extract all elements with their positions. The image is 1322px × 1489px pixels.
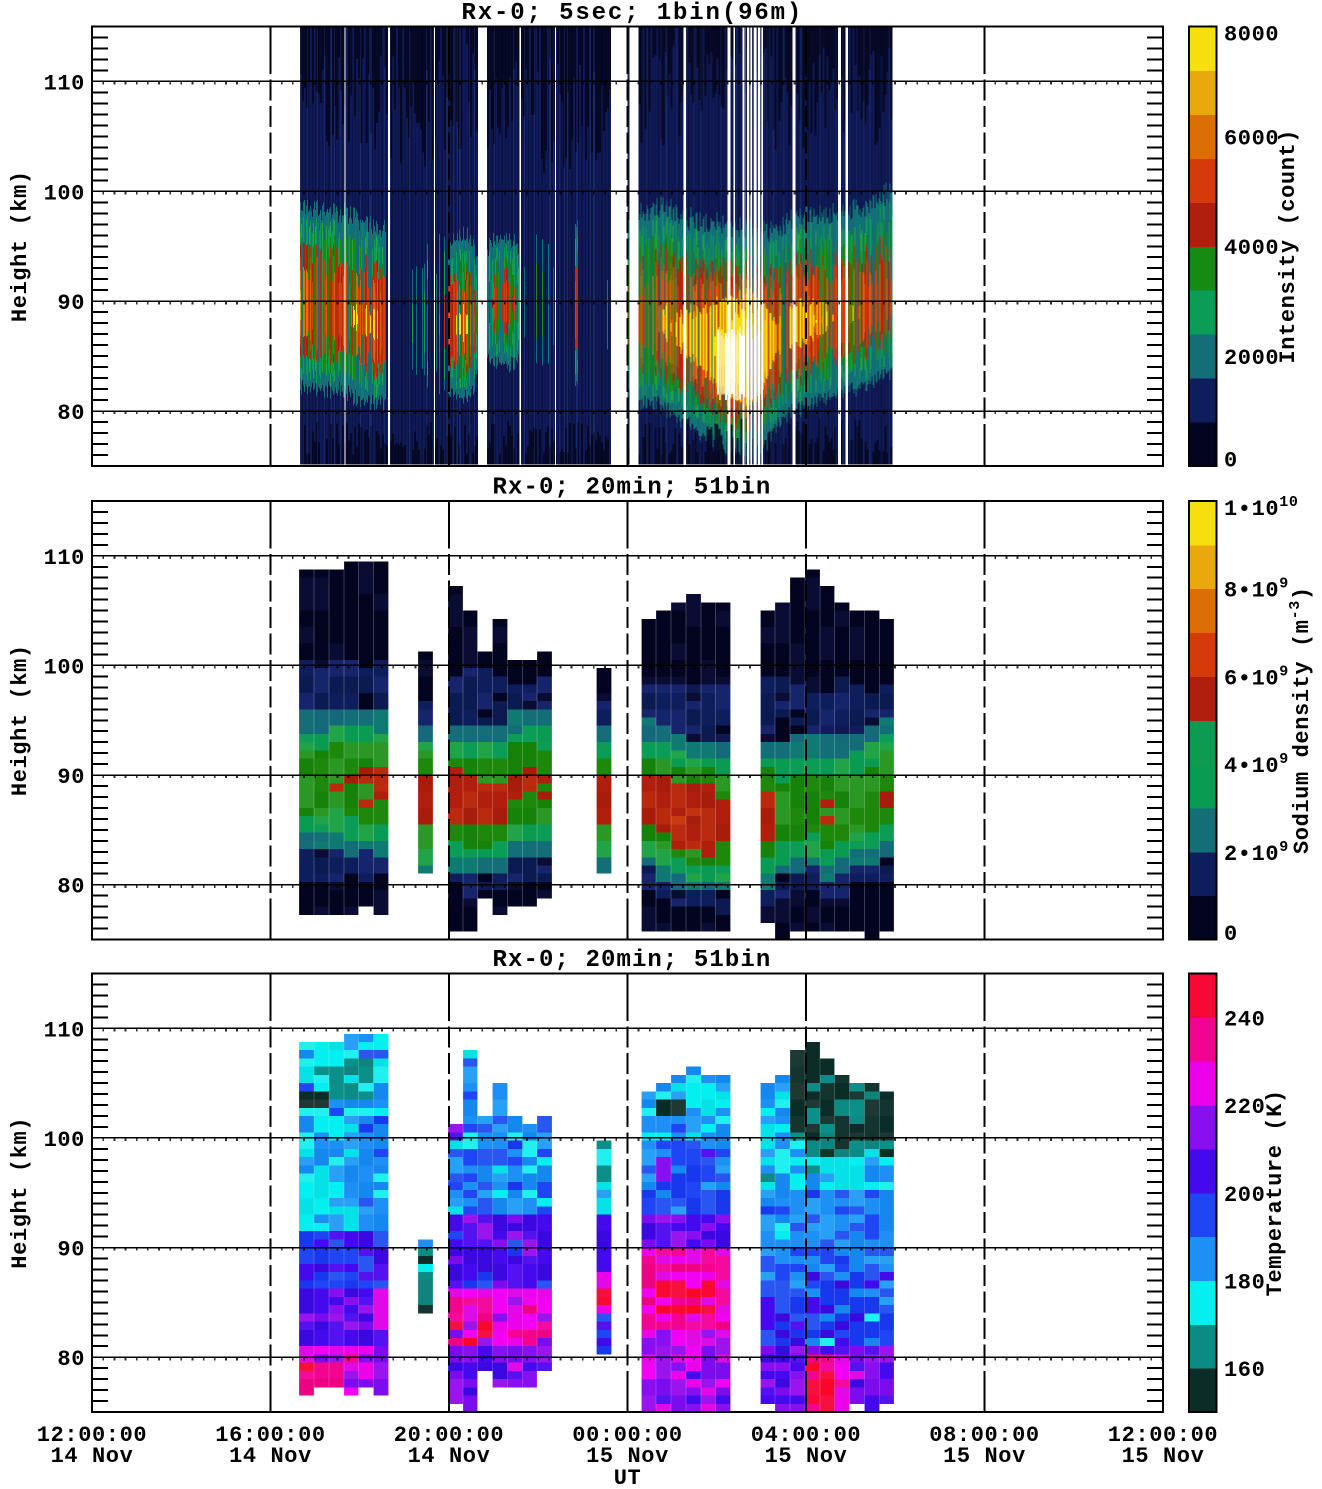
svg-text:0: 0 [1224, 922, 1238, 947]
svg-text:80: 80 [57, 1347, 85, 1372]
svg-text:15 Nov: 15 Nov [586, 1444, 669, 1469]
svg-text:4•109: 4•109 [1224, 751, 1289, 779]
svg-text:16:00:00: 16:00:00 [215, 1423, 325, 1448]
svg-text:110: 110 [44, 1018, 85, 1043]
svg-text:15 Nov: 15 Nov [765, 1444, 848, 1469]
svg-text:90: 90 [57, 1238, 85, 1263]
svg-text:1•1010: 1•1010 [1224, 494, 1298, 522]
svg-text:80: 80 [57, 875, 85, 900]
svg-text:Rx-0; 5sec; 1bin(96m): Rx-0; 5sec; 1bin(96m) [462, 0, 803, 27]
svg-text:160: 160 [1224, 1358, 1265, 1383]
svg-text:14 Nov: 14 Nov [229, 1444, 312, 1469]
svg-text:6•109: 6•109 [1224, 663, 1289, 691]
svg-text:Intensity (count): Intensity (count) [1276, 129, 1301, 364]
svg-text:90: 90 [57, 765, 85, 790]
svg-text:20:00:00: 20:00:00 [394, 1423, 504, 1448]
svg-text:180: 180 [1224, 1271, 1265, 1296]
svg-text:4000: 4000 [1224, 236, 1279, 261]
svg-text:15 Nov: 15 Nov [943, 1444, 1026, 1469]
svg-text:0: 0 [1224, 449, 1238, 474]
svg-text:Temperature (K): Temperature (K) [1263, 1089, 1288, 1296]
svg-text:14 Nov: 14 Nov [408, 1444, 491, 1469]
svg-text:04:00:00: 04:00:00 [751, 1423, 861, 1448]
svg-text:12:00:00: 12:00:00 [37, 1423, 147, 1448]
svg-text:6000: 6000 [1224, 126, 1279, 151]
svg-text:8000: 8000 [1224, 23, 1279, 48]
svg-text:2000: 2000 [1224, 346, 1279, 371]
svg-text:UT: UT [614, 1466, 642, 1489]
svg-text:220: 220 [1224, 1095, 1265, 1120]
svg-text:8•109: 8•109 [1224, 576, 1289, 604]
svg-text:90: 90 [57, 291, 85, 316]
svg-text:Height (km): Height (km) [8, 170, 33, 322]
svg-text:100: 100 [44, 1128, 85, 1153]
svg-text:Rx-0; 20min; 51bin: Rx-0; 20min; 51bin [493, 947, 772, 974]
svg-text:80: 80 [57, 401, 85, 426]
svg-text:110: 110 [44, 71, 85, 96]
svg-text:Height (km): Height (km) [8, 1117, 33, 1269]
svg-text:110: 110 [44, 546, 85, 571]
svg-text:14 Nov: 14 Nov [51, 1444, 134, 1469]
svg-text:12:00:00: 12:00:00 [1108, 1423, 1218, 1448]
svg-text:Rx-0; 20min; 51bin: Rx-0; 20min; 51bin [493, 475, 772, 502]
svg-text:Sodium density (m-3): Sodium density (m-3) [1287, 586, 1315, 854]
svg-text:Height (km): Height (km) [8, 644, 33, 796]
svg-text:08:00:00: 08:00:00 [929, 1423, 1039, 1448]
svg-text:15 Nov: 15 Nov [1122, 1444, 1205, 1469]
svg-text:100: 100 [44, 655, 85, 680]
svg-text:100: 100 [44, 181, 85, 206]
svg-text:200: 200 [1224, 1183, 1265, 1208]
svg-text:00:00:00: 00:00:00 [572, 1423, 682, 1448]
svg-text:2•109: 2•109 [1224, 839, 1289, 867]
svg-text:240: 240 [1224, 1007, 1265, 1032]
